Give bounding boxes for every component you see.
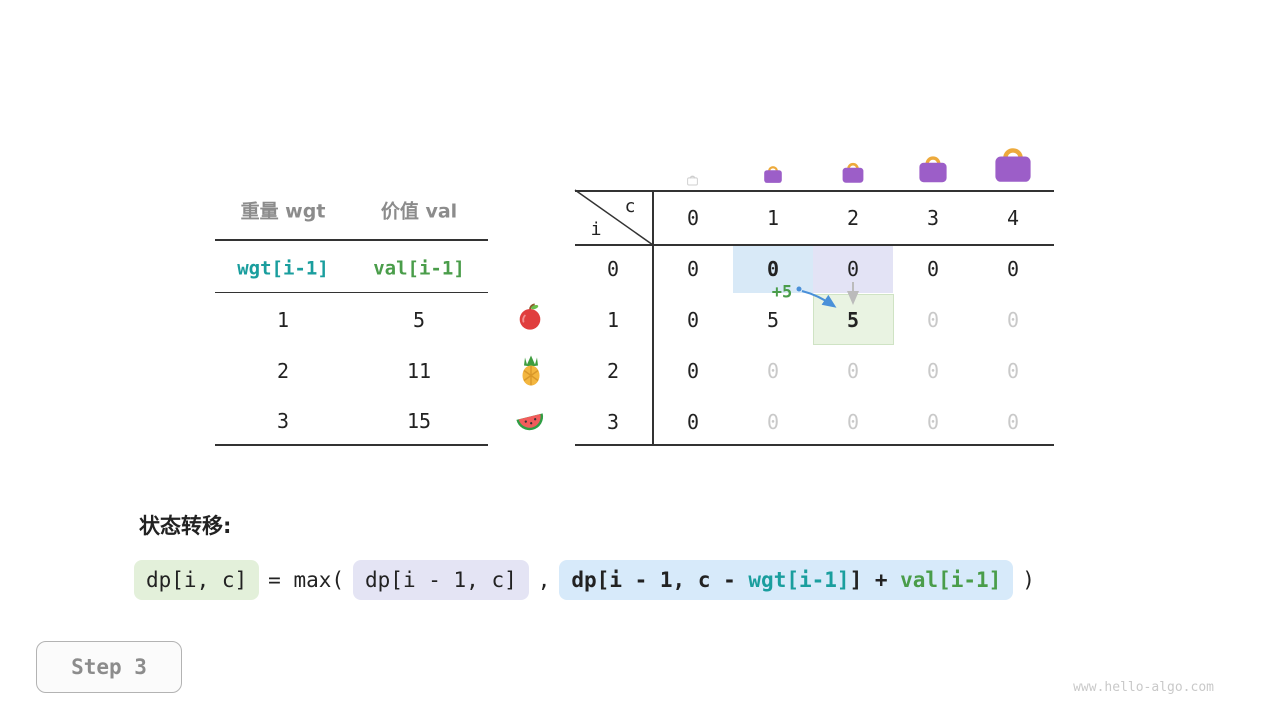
items-row-3-wgt: 3 (276, 409, 290, 433)
items-row-1-wgt: 1 (276, 308, 290, 332)
dp-col-header-0: 0 (686, 206, 700, 230)
items-row-2-wgt: 2 (276, 359, 290, 383)
dp-cell-0-2: 0 (846, 257, 860, 281)
dp-cell-3-3: 0 (926, 410, 940, 434)
dp-rowlabel-divider (652, 190, 654, 446)
dp-cell-3-4: 0 (1006, 410, 1020, 434)
items-header-value: 价值 val (380, 200, 458, 223)
bag-icon-capacity-4 (991, 140, 1035, 188)
apple-icon (515, 302, 545, 335)
formula-close-paren: ) (1022, 568, 1035, 592)
formula-operator: = max( (268, 568, 345, 592)
dp-cell-3-0: 0 (686, 410, 700, 434)
dp-cell-1-1: 5 (766, 308, 780, 332)
dp-cell-0-0: 0 (686, 257, 700, 281)
watermark: www.hello-algo.com (1073, 680, 1214, 695)
dp-cell-0-1: 0 (766, 257, 780, 281)
formula-arg2-box: dp[i - 1, c - wgt[i-1]] + val[i-1] (559, 560, 1014, 600)
items-table-bottom-divider (215, 444, 488, 446)
dp-cell-1-4: 0 (1006, 308, 1020, 332)
state-transition-label: 状态转移: (139, 514, 232, 538)
dp-cell-2-3: 0 (926, 359, 940, 383)
plus-five-annotation: +5 (771, 282, 793, 303)
formula-arg1: dp[i - 1, c] (365, 568, 517, 592)
dp-cell-0-4: 0 (1006, 257, 1020, 281)
formula-arg1-box: dp[i - 1, c] (353, 560, 529, 600)
bag-icon-capacity-1 (762, 162, 784, 188)
formula-arg2-val: val[i-1] (900, 568, 1002, 592)
items-table-subheader-divider (215, 292, 488, 293)
formula-arg2-wgt: wgt[i-1] (748, 568, 850, 592)
dp-header-divider (575, 244, 1054, 246)
bag-icon-capacity-3 (916, 150, 950, 188)
items-table-header-divider (215, 239, 488, 241)
pineapple-icon (515, 355, 547, 390)
dp-corner-label-i: i (590, 219, 602, 240)
dp-row-header-1: 1 (606, 308, 620, 332)
items-header-weight: 重量 wgt (240, 200, 326, 223)
dp-cell-2-2: 0 (846, 359, 860, 383)
bag-icon-capacity-2 (840, 158, 866, 188)
dp-cell-2-0: 0 (686, 359, 700, 383)
dp-corner-diagonal (574, 189, 654, 246)
dp-cell-0-3: 0 (926, 257, 940, 281)
dp-highlight-source-blue (733, 245, 813, 293)
formula-comma: , (537, 568, 551, 592)
dp-cell-2-4: 0 (1006, 359, 1020, 383)
dp-cell-1-3: 0 (926, 308, 940, 332)
dp-col-header-1: 1 (766, 206, 780, 230)
dp-col-header-3: 3 (926, 206, 940, 230)
items-row-2-val: 11 (406, 359, 432, 383)
transition-formula: dp[i, c] = max( dp[i - 1, c] , dp[i - 1,… (134, 560, 1035, 600)
items-subheader-val: val[i-1] (373, 257, 465, 280)
dp-row-header-3: 3 (606, 410, 620, 434)
items-row-1-val: 5 (412, 308, 426, 332)
dp-corner-label-c: c (624, 196, 636, 217)
dp-col-header-4: 4 (1006, 206, 1020, 230)
step-badge: Step 3 (36, 641, 182, 693)
dp-row-header-2: 2 (606, 359, 620, 383)
dp-cell-1-0: 0 (686, 308, 700, 332)
items-row-3-val: 15 (406, 409, 432, 433)
formula-arg2-prefix: dp[i - 1, c - (571, 568, 749, 592)
dp-cell-3-1: 0 (766, 410, 780, 434)
dp-cell-3-2: 0 (846, 410, 860, 434)
dp-col-header-2: 2 (846, 206, 860, 230)
items-subheader-wgt: wgt[i-1] (237, 257, 329, 280)
dp-top-border (575, 190, 1054, 192)
dp-cell-1-2: 5 (846, 308, 860, 332)
formula-arg2-mid: ] + (849, 568, 901, 592)
watermelon-icon (514, 405, 547, 437)
dp-row-header-0: 0 (606, 257, 620, 281)
formula-lhs: dp[i, c] (146, 568, 248, 592)
bag-icon-capacity-0 (686, 171, 699, 190)
step-label: Step 3 (71, 655, 147, 679)
dp-bottom-border (575, 444, 1054, 446)
dp-cell-2-1: 0 (766, 359, 780, 383)
formula-lhs-box: dp[i, c] (134, 560, 260, 600)
